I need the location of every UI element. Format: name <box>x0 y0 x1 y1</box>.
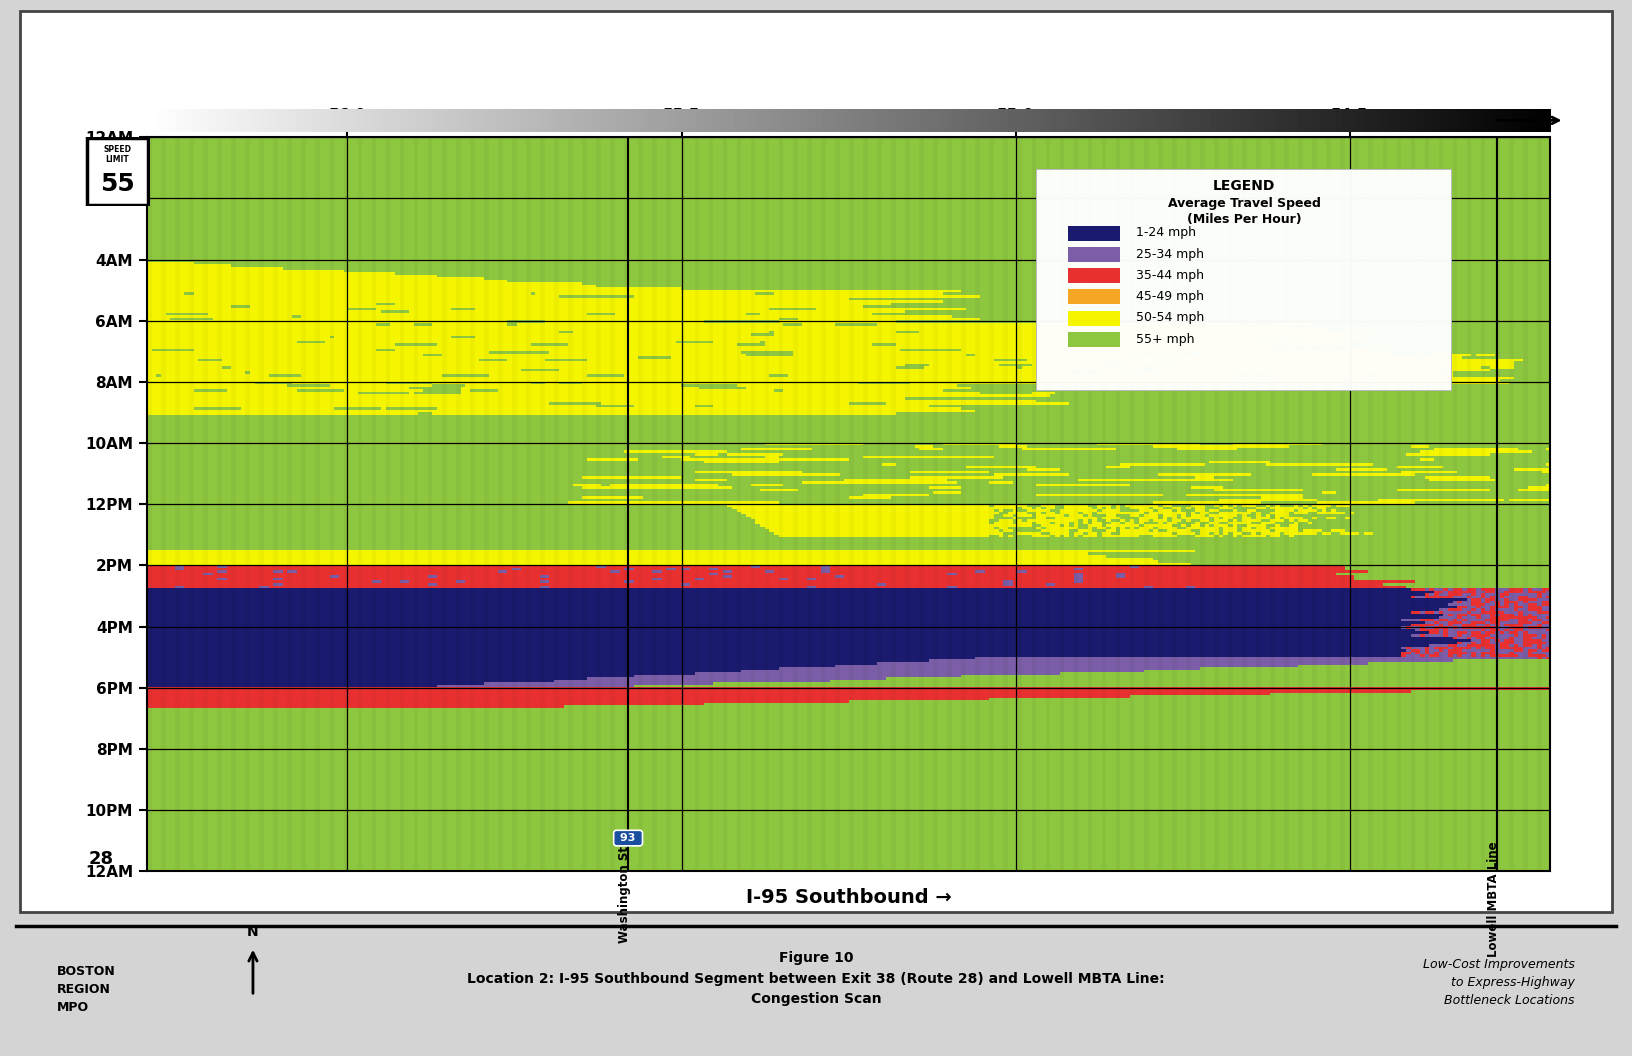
FancyBboxPatch shape <box>1067 310 1120 325</box>
Text: 35-44 mph: 35-44 mph <box>1136 269 1204 282</box>
Text: 45-49 mph: 45-49 mph <box>1136 290 1204 303</box>
FancyBboxPatch shape <box>1067 289 1120 304</box>
Text: I-95 Southbound →: I-95 Southbound → <box>746 888 951 907</box>
Text: LIMIT: LIMIT <box>106 155 129 164</box>
Text: BOSTON
REGION
MPO: BOSTON REGION MPO <box>57 965 116 1014</box>
FancyBboxPatch shape <box>20 11 1612 912</box>
Text: 28: 28 <box>88 849 114 868</box>
Text: Lowell MBTA Line: Lowell MBTA Line <box>1487 842 1500 958</box>
Text: Average Travel Speed: Average Travel Speed <box>1169 196 1320 210</box>
Text: 93: 93 <box>617 833 640 843</box>
Text: 55: 55 <box>100 172 135 196</box>
FancyBboxPatch shape <box>1067 247 1120 262</box>
FancyBboxPatch shape <box>1036 169 1452 391</box>
Text: 25-34 mph: 25-34 mph <box>1136 247 1204 261</box>
Text: SPEED: SPEED <box>103 145 132 154</box>
FancyBboxPatch shape <box>1067 332 1120 347</box>
Text: (Miles Per Hour): (Miles Per Hour) <box>1186 213 1302 226</box>
Text: 50-54 mph: 50-54 mph <box>1136 312 1204 324</box>
Text: 1-24 mph: 1-24 mph <box>1136 226 1196 240</box>
Text: Washington St.: Washington St. <box>619 842 632 943</box>
Text: Low-Cost Improvements
to Express-Highway
Bottleneck Locations: Low-Cost Improvements to Express-Highway… <box>1423 958 1575 1007</box>
Text: N: N <box>246 925 259 939</box>
Text: Figure 10
Location 2: I-95 Southbound Segment between Exit 38 (Route 28) and Low: Figure 10 Location 2: I-95 Southbound Se… <box>467 951 1165 1006</box>
FancyBboxPatch shape <box>1067 268 1120 283</box>
FancyBboxPatch shape <box>86 138 149 205</box>
Text: LEGEND: LEGEND <box>1213 178 1276 193</box>
FancyBboxPatch shape <box>1067 226 1120 241</box>
Text: 55+ mph: 55+ mph <box>1136 333 1195 345</box>
